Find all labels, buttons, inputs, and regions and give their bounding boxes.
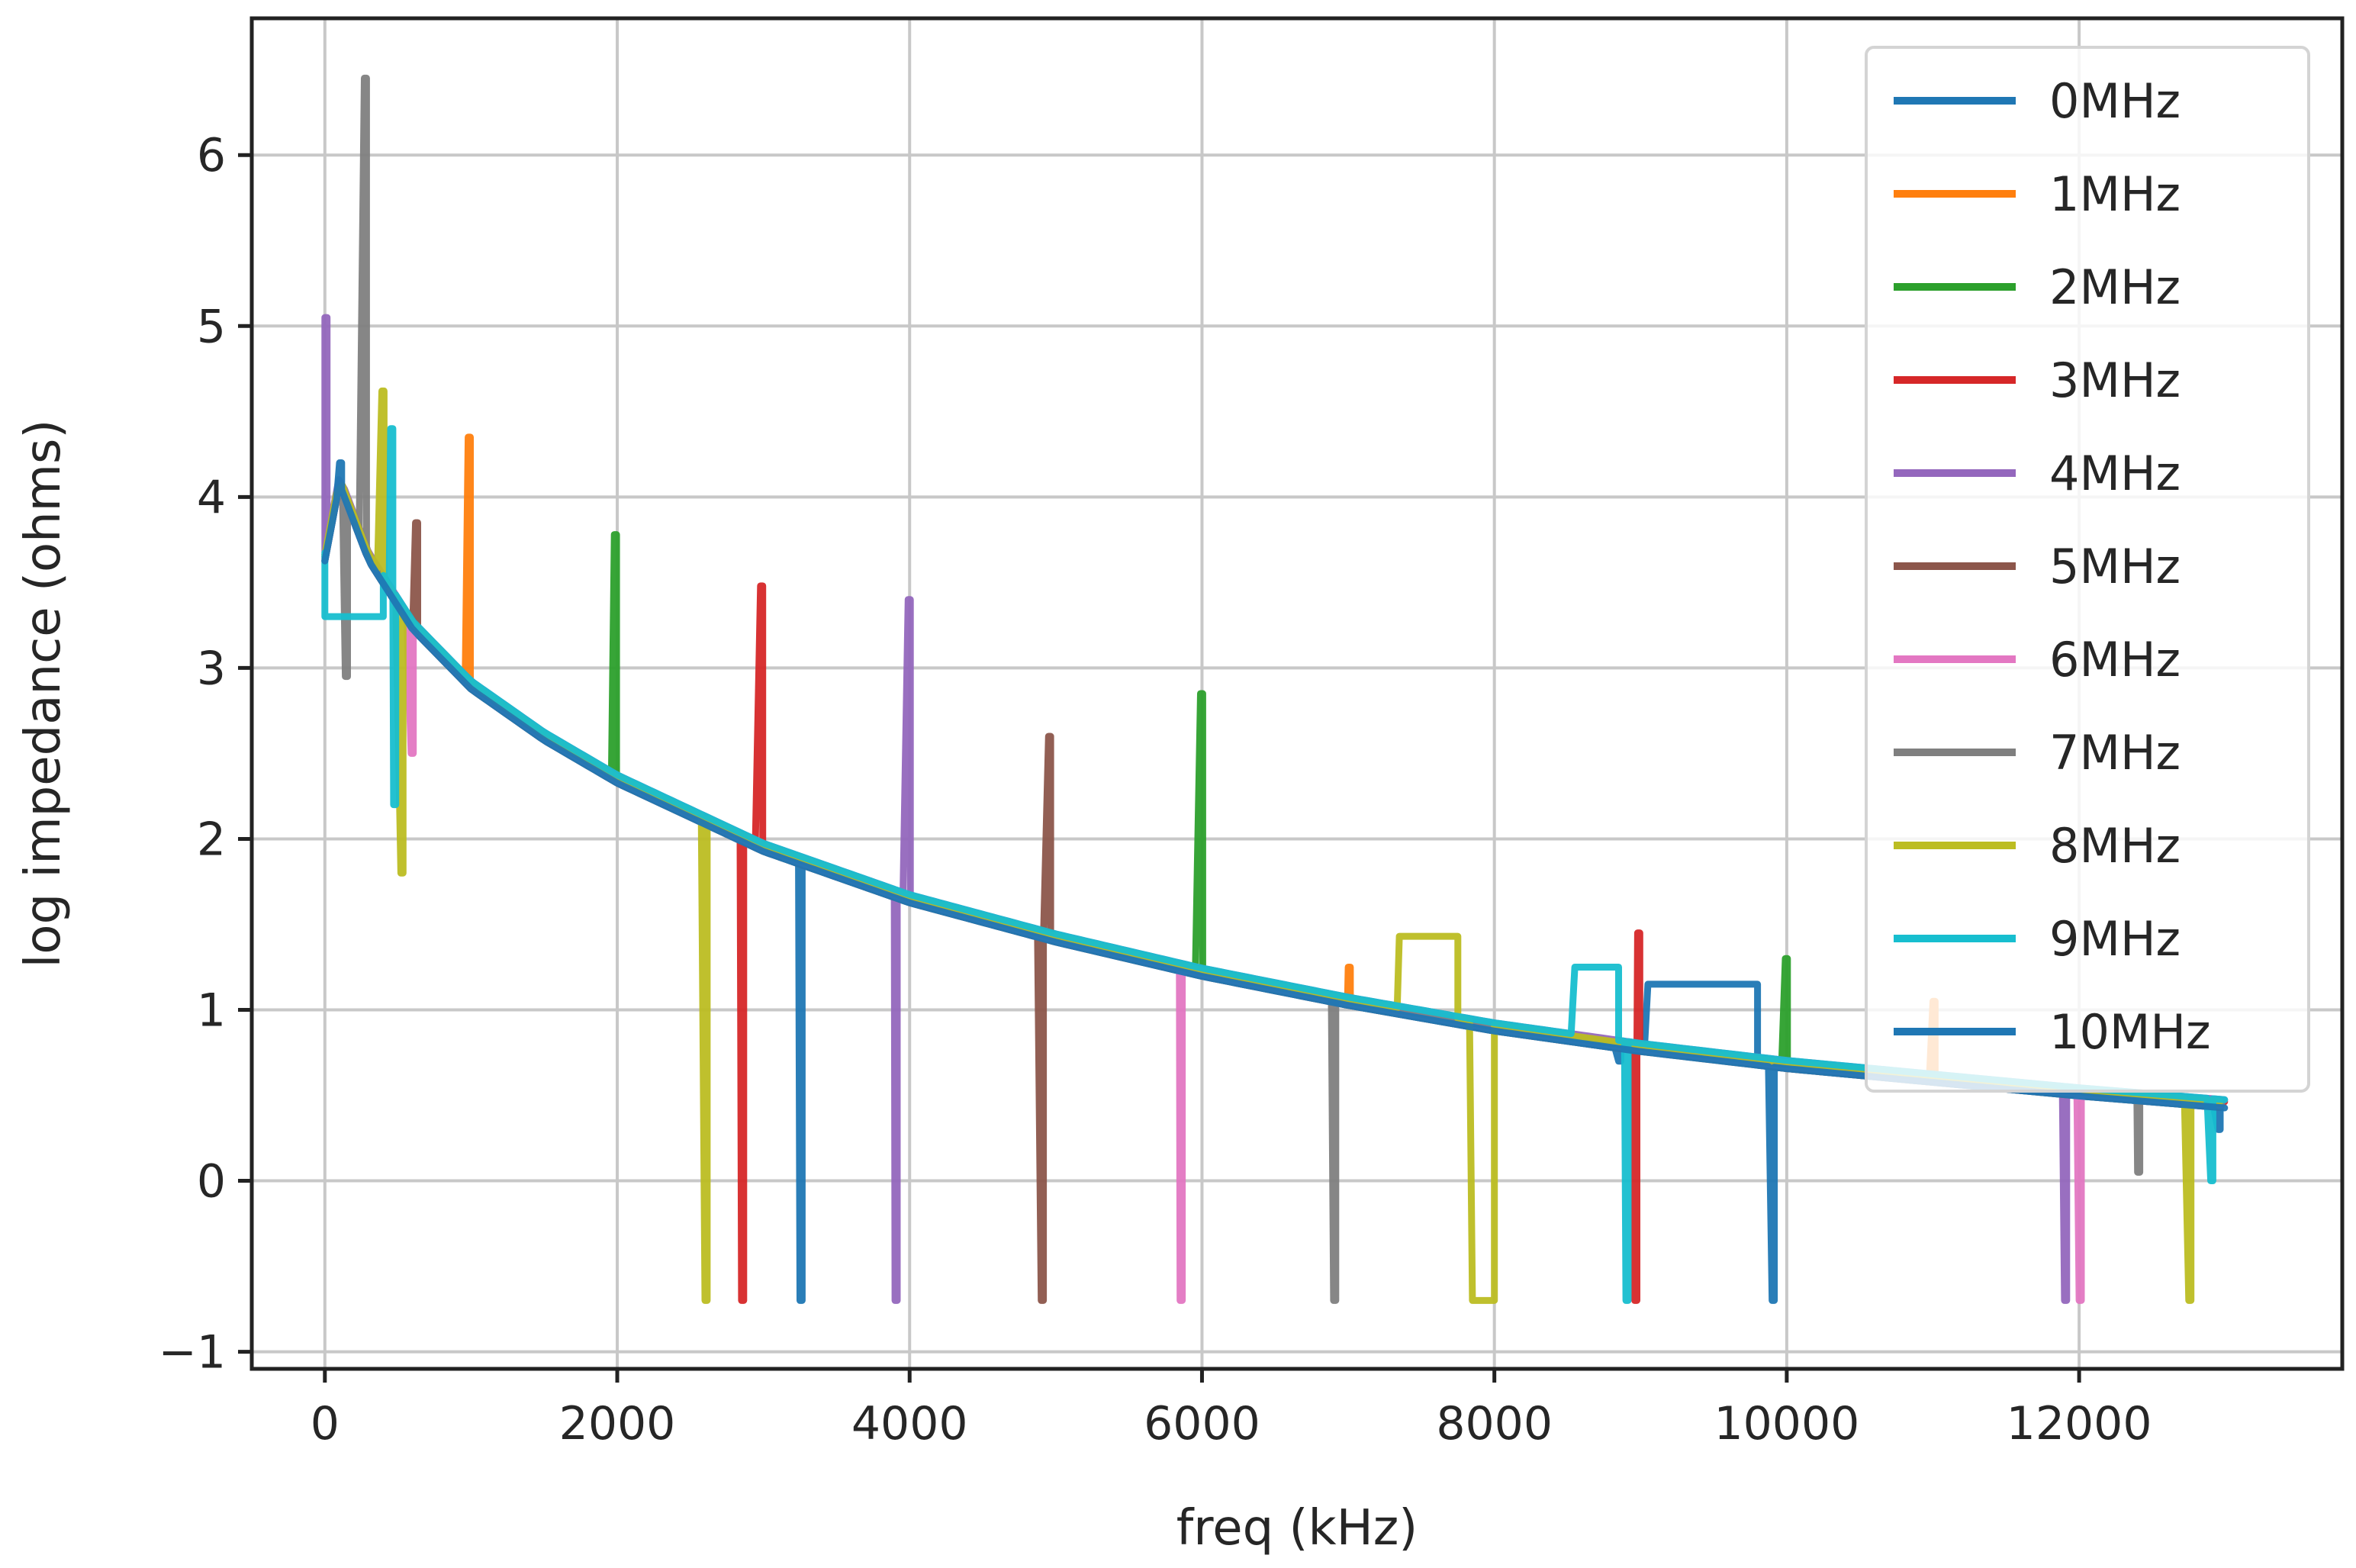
legend: 0MHz 1MHz 2MHz 3MHz 4MHz 5MHz 6MHz 7MHz 8MHz 9MHz…	[1865, 46, 2310, 1093]
legend-entry: 4MHz	[2049, 446, 2181, 501]
legend-box	[1865, 46, 2310, 1093]
x-tick-label: 8000	[1436, 1397, 1553, 1450]
x-tick-label: 2000	[559, 1397, 676, 1450]
y-tick-label: 0	[197, 1155, 226, 1209]
legend-entry: 3MHz	[2049, 353, 2181, 408]
plot-frame	[249, 16, 2345, 1371]
y-tick-label: 3	[197, 642, 226, 695]
y-axis-label: log impedance (ohms)	[15, 420, 72, 968]
x-axis-label: freq (kHz)	[1176, 1500, 1418, 1557]
y-tick-label: 6	[197, 129, 226, 182]
y-tick-label: 4	[197, 471, 226, 524]
y-tick-label: 2	[197, 813, 226, 866]
legend-entry: 9MHz	[2049, 911, 2181, 967]
x-tick-label: 12000	[2007, 1397, 2152, 1450]
legend-entry: 2MHz	[2049, 259, 2181, 315]
x-tick-label: 4000	[851, 1397, 968, 1450]
x-tick-label: 0	[311, 1397, 340, 1450]
y-tick-label: 1	[197, 984, 226, 1037]
legend-entry: 5MHz	[2049, 539, 2181, 594]
x-tick-label: 10000	[1714, 1397, 1859, 1450]
y-tick-label: 5	[197, 300, 226, 353]
x-tick-label: 6000	[1144, 1397, 1260, 1450]
legend-entry: 1MHz	[2049, 166, 2181, 222]
y-tick-label: −1	[159, 1326, 226, 1380]
legend-entry: 8MHz	[2049, 818, 2181, 874]
legend-entry: 7MHz	[2049, 725, 2181, 781]
legend-entry: 0MHz	[2049, 73, 2181, 129]
legend-entry: 6MHz	[2049, 632, 2181, 687]
axis-ticks: 0 2000 4000 6000 8000 10000 12000 −1 0 1 2 3 4 5 6	[159, 129, 2152, 1450]
legend-entry: 10MHz	[2049, 1004, 2211, 1060]
